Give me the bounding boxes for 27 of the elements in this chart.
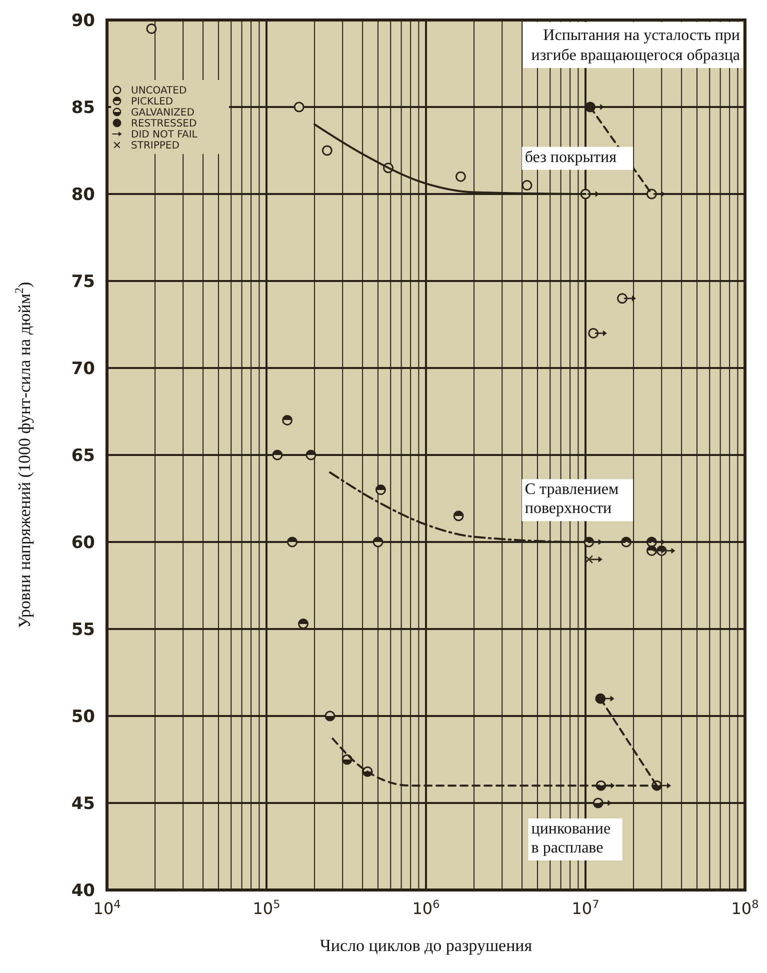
x-tick-label: 10$^{5}$ <box>252 898 280 918</box>
legend-label: GALVANIZED <box>131 108 195 118</box>
legend-label: STRIPPED <box>131 140 180 152</box>
y-tick-label: 75 <box>71 272 95 292</box>
annotation: цинкование в расплаве <box>531 820 611 856</box>
y-tick-label: 65 <box>71 446 95 466</box>
x-tick-label: 10$^{7}$ <box>572 898 600 918</box>
y-tick-label: 90 <box>71 10 96 31</box>
annotation: без покрытия <box>524 148 618 166</box>
y-tick-label: 55 <box>71 620 95 640</box>
y-tick-label: 45 <box>71 794 95 814</box>
legend-label: PICKLED <box>131 96 174 108</box>
y-tick-label: 50 <box>71 706 96 727</box>
y-tick-label: 80 <box>71 184 96 205</box>
legend-label: DID NOT FAIL <box>131 130 198 140</box>
legend-label: UNCOATED <box>131 86 187 96</box>
x-tick-label: 10$^{6}$ <box>412 898 440 918</box>
x-tick-label: 10$^{8}$ <box>731 898 759 918</box>
legend-label: RESTRESSED <box>131 118 198 130</box>
y-tick-label: 70 <box>71 358 96 379</box>
text: Испытания на усталость при изгибе вращающегося образца <box>531 27 740 64</box>
annotation: С травлением поверхности <box>524 481 619 518</box>
x-axis-title: Число циклов до разрушения <box>320 936 532 955</box>
y-tick-label: 40 <box>71 880 96 901</box>
y-tick-label: 60 <box>71 532 96 553</box>
y-tick-label: 85 <box>71 98 95 118</box>
x-tick-label: 10$^{4}$ <box>93 898 121 918</box>
